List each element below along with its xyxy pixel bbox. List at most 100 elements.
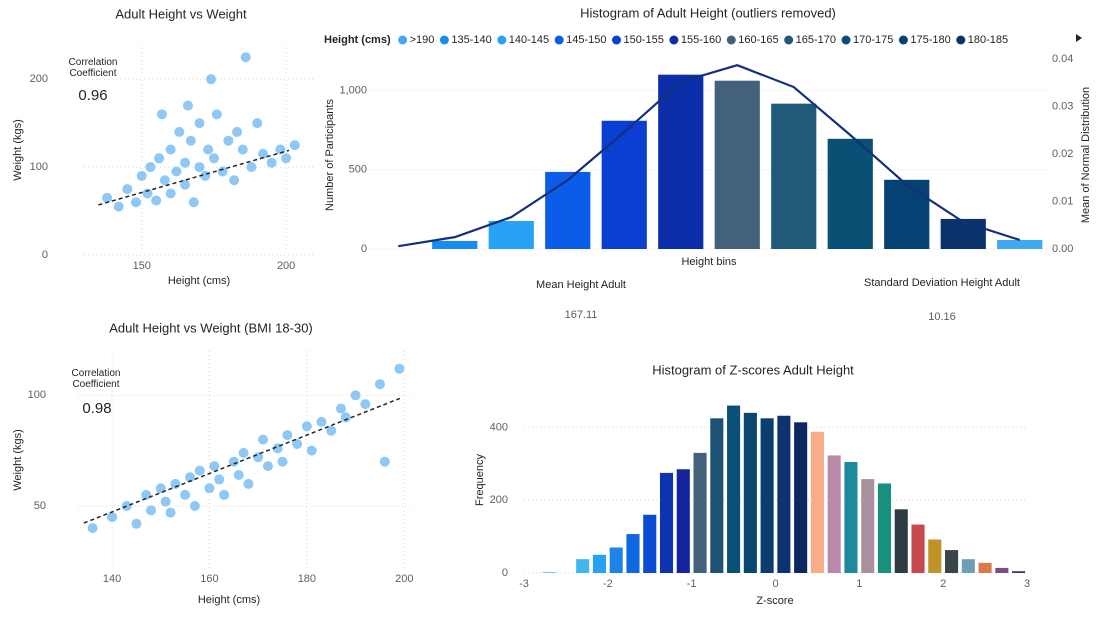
bar [861, 479, 875, 573]
point [240, 52, 251, 63]
annotation: Correlation Coefficient [68, 57, 118, 79]
point [165, 507, 176, 518]
point [136, 170, 147, 181]
bar [884, 179, 930, 249]
annotation-value: 0.98 [82, 400, 112, 417]
bar [643, 514, 657, 573]
point [131, 518, 142, 529]
bar [928, 539, 942, 573]
legend-title: Height (cms) [324, 34, 391, 46]
y2-tick-label: 0.00 [1052, 243, 1073, 255]
point [281, 153, 292, 164]
point [194, 162, 205, 173]
point [194, 118, 205, 129]
point [253, 452, 264, 463]
point [229, 175, 240, 186]
bar [794, 422, 808, 573]
legend-label: 150-155 [624, 34, 664, 46]
annotation-value: 0.96 [78, 87, 108, 104]
bar [609, 547, 623, 573]
x-tick-label: 160 [200, 573, 218, 585]
legend-label: 165-170 [796, 34, 836, 46]
point [289, 140, 300, 151]
point [102, 192, 113, 203]
y2-tick-label: 0.03 [1052, 100, 1073, 112]
card-value: 167.11 [565, 309, 598, 321]
bar [658, 74, 704, 249]
x-tick-label: -3 [519, 578, 529, 590]
chart-title: Adult Height vs Weight (BMI 18-30) [109, 320, 313, 335]
legend-label: >190 [410, 34, 435, 46]
point [87, 523, 98, 534]
y2-tick-label: 0.04 [1052, 53, 1073, 65]
legend-marker [554, 35, 564, 45]
point [233, 470, 244, 480]
bar [945, 550, 959, 573]
x-tick-label: 1 [856, 578, 862, 590]
bar [714, 80, 760, 249]
bar [827, 455, 841, 573]
point [180, 179, 191, 190]
point [379, 456, 390, 467]
point [185, 472, 195, 483]
x-tick-label: 180 [298, 573, 316, 585]
legend-marker [726, 35, 736, 45]
point [208, 153, 219, 164]
point [219, 489, 230, 500]
point [113, 201, 124, 212]
chart-title: Histogram of Adult Height (outliers remo… [580, 5, 836, 20]
point [246, 162, 257, 173]
point [154, 153, 165, 164]
bar [542, 572, 556, 573]
point [180, 157, 191, 168]
y-tick-label: 50 [34, 500, 46, 512]
card-label: Standard Deviation Height Adult [864, 277, 1020, 289]
legend-marker [398, 35, 408, 45]
point [142, 188, 153, 199]
point [189, 501, 200, 511]
point [188, 197, 199, 208]
x-tick-label: -1 [687, 578, 697, 590]
legend-marker [784, 35, 794, 45]
chart-title: Adult Height vs Weight [115, 6, 247, 21]
y-tick-label: 0 [361, 243, 367, 255]
x-tick-label: -2 [603, 578, 613, 590]
bar [995, 567, 1009, 573]
legend-marker [612, 35, 622, 45]
card-label: Mean Height Adult [536, 279, 626, 291]
legend-scroll-arrow[interactable] [1076, 34, 1082, 42]
point [217, 166, 228, 177]
point [155, 483, 166, 494]
y-tick-label: 200 [490, 494, 508, 506]
point [223, 135, 234, 146]
point [394, 363, 405, 374]
point [258, 434, 269, 445]
point [206, 74, 217, 85]
point [165, 144, 176, 155]
x-tick-label: 2 [940, 578, 946, 590]
bar [877, 483, 892, 573]
point [252, 118, 263, 129]
x-axis-label: Height (cms) [198, 594, 260, 606]
point [292, 439, 303, 449]
bar [545, 171, 591, 249]
y-axis-label: Frequency [474, 454, 486, 506]
bar [894, 509, 908, 573]
x-tick-label: 140 [103, 573, 121, 585]
x-axis-label: Z-score [756, 595, 793, 607]
distribution-line [398, 64, 1021, 248]
point [141, 489, 152, 500]
point [185, 135, 196, 146]
y-tick-label: 400 [490, 421, 508, 433]
legend-marker [669, 35, 679, 45]
bar [727, 405, 741, 573]
point [194, 465, 205, 476]
y-axis-label: Weight (kgs) [12, 429, 24, 491]
trend-line [98, 149, 290, 206]
point [350, 390, 361, 401]
bar [601, 120, 647, 249]
trend-line [83, 397, 401, 524]
legend-label: 155-160 [681, 34, 721, 46]
